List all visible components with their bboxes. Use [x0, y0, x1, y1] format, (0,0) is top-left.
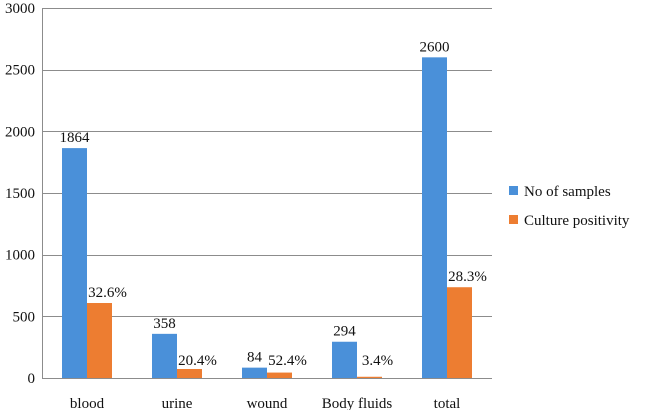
- bar-samples: [332, 341, 357, 378]
- data-label: 358: [153, 316, 176, 332]
- gridlines: [42, 8, 492, 317]
- data-label: 84: [247, 350, 263, 366]
- y-tick-label: 1000: [5, 248, 35, 264]
- y-tick-label: 500: [13, 309, 36, 325]
- x-tick-label: total: [434, 396, 461, 410]
- bar-samples: [242, 367, 267, 378]
- y-tick-label: 2500: [5, 63, 35, 79]
- data-label: 294: [333, 324, 356, 340]
- x-tick-label: urine: [162, 396, 193, 410]
- data-label: 1864: [60, 130, 91, 146]
- data-label: 32.6%: [88, 285, 127, 301]
- data-label: 52.4%: [268, 353, 307, 369]
- axes: 0 500 1000 1500 2000 2500 3000 blood urine wound B…: [5, 1, 492, 410]
- bar-positivity: [447, 287, 472, 378]
- data-label: 3.4%: [362, 353, 393, 369]
- data-label: 20.4%: [178, 353, 217, 369]
- legend: No of samples Culture positivity: [509, 184, 630, 229]
- y-tick-label: 3000: [5, 1, 35, 17]
- bar-positivity: [87, 303, 112, 378]
- legend-label-no-of-samples: No of samples: [524, 184, 611, 200]
- x-tick-label: wound: [247, 396, 288, 410]
- x-tick-label: Body fluids: [322, 396, 393, 410]
- bar-positivity: [177, 368, 202, 378]
- bar-samples: [422, 57, 447, 378]
- bar-positivity: [267, 372, 292, 378]
- x-tick-label: blood: [70, 396, 105, 410]
- bar-samples: [152, 333, 177, 378]
- bar-positivity: [357, 376, 382, 378]
- data-labels: 1864 32.6% 358 20.4% 84 52.4% 294 3.4% 2600 28.3%: [60, 39, 487, 369]
- legend-label-culture-positivity: Culture positivity: [524, 213, 630, 229]
- data-label: 28.3%: [448, 269, 487, 285]
- bar-samples: [62, 148, 87, 378]
- data-label: 2600: [420, 39, 450, 55]
- y-tick-label: 2000: [5, 124, 35, 140]
- legend-swatch-culture-positivity: [509, 215, 518, 224]
- y-tick-label: 0: [28, 371, 36, 387]
- bars: [62, 57, 472, 378]
- y-tick-label: 1500: [5, 186, 35, 202]
- legend-swatch-no-of-samples: [509, 186, 518, 195]
